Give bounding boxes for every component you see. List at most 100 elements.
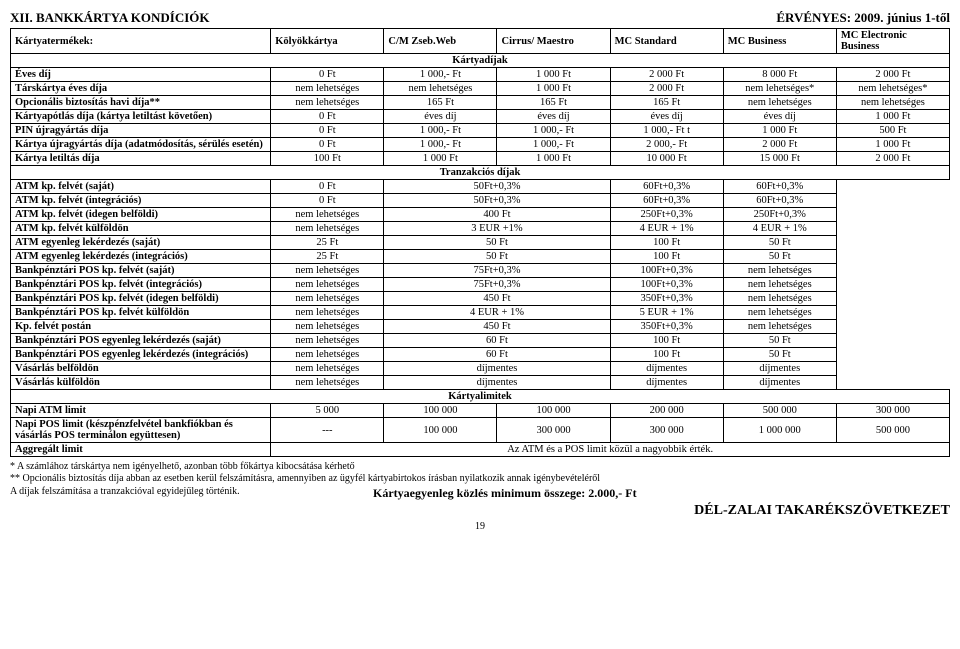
table-row: Társkártya éves díjanem lehetségesnem le… [11, 82, 950, 96]
row-value: 60Ft+0,3% [723, 180, 836, 194]
row-value: 50 Ft [384, 236, 610, 250]
row-value: 350Ft+0,3% [610, 292, 723, 306]
row-value: 1 000,- Ft [384, 68, 497, 82]
table-row: Bankpénztári POS kp. felvét (saját)nem l… [11, 264, 950, 278]
row-value: 4 EUR + 1% [610, 222, 723, 236]
row-value: 300 000 [836, 404, 949, 418]
row-label: Kártya újragyártás díja (adatmódosítás, … [11, 138, 271, 152]
row-value: 60Ft+0,3% [610, 180, 723, 194]
section-title: Kártyadíjak [11, 54, 950, 68]
table-row: PIN újragyártás díja0 Ft1 000,- Ft1 000,… [11, 124, 950, 138]
row-value: 0 Ft [271, 124, 384, 138]
table-row: ATM kp. felvét külföldönnem lehetséges3 … [11, 222, 950, 236]
row-label: Bankpénztári POS egyenleg lekérdezés (sa… [11, 334, 271, 348]
row-value: 100 Ft [610, 236, 723, 250]
row-value: díjmentes [610, 362, 723, 376]
row-value: 250Ft+0,3% [610, 208, 723, 222]
table-row: Bankpénztári POS egyenleg lekérdezés (in… [11, 348, 950, 362]
row-value: 300 000 [610, 418, 723, 443]
row-value: 350Ft+0,3% [610, 320, 723, 334]
row-value: 1 000,- Ft t [610, 124, 723, 138]
col-header: Kártyatermékek: [11, 29, 271, 54]
row-label: Bankpénztári POS kp. felvét külföldön [11, 306, 271, 320]
row-value: 2 000 Ft [836, 152, 949, 166]
row-value: 165 Ft [610, 96, 723, 110]
row-value: 50 Ft [723, 250, 836, 264]
row-value: 5 EUR + 1% [610, 306, 723, 320]
table-row: ATM egyenleg lekérdezés (integrációs)25 … [11, 250, 950, 264]
table-row: ATM egyenleg lekérdezés (saját)25 Ft50 F… [11, 236, 950, 250]
row-value: nem lehetséges [271, 96, 384, 110]
table-row: Vásárlás belföldönnem lehetségesdíjmente… [11, 362, 950, 376]
row-value: 450 Ft [384, 320, 610, 334]
row-label: Bankpénztári POS kp. felvét (integrációs… [11, 278, 271, 292]
row-value: nem lehetséges [836, 96, 949, 110]
row-value: nem lehetséges [723, 292, 836, 306]
row-value: 100 000 [384, 404, 497, 418]
row-value: nem lehetséges [271, 376, 384, 390]
col-header: MC Standard [610, 29, 723, 54]
row-label: Napi ATM limit [11, 404, 271, 418]
row-label: Kp. felvét postán [11, 320, 271, 334]
row-value: 50 Ft [723, 236, 836, 250]
row-label: Kártyapótlás díja (kártya letiltást köve… [11, 110, 271, 124]
row-value: nem lehetséges [723, 264, 836, 278]
row-label: Kártya letiltás díja [11, 152, 271, 166]
table-row: Bankpénztári POS egyenleg lekérdezés (sa… [11, 334, 950, 348]
table-row: Vásárlás külföldönnem lehetségesdíjmente… [11, 376, 950, 390]
row-value: nem lehetséges [271, 348, 384, 362]
row-value: 4 EUR + 1% [723, 222, 836, 236]
row-value: 200 000 [610, 404, 723, 418]
row-value: 75Ft+0,3% [384, 264, 610, 278]
row-value: 250Ft+0,3% [723, 208, 836, 222]
row-label: ATM kp. felvét (integrációs) [11, 194, 271, 208]
section-row: Tranzakciós díjak [11, 166, 950, 180]
table-row: Napi POS limit (készpénzfelvétel bankfió… [11, 418, 950, 443]
page-header: XII. BANKKÁRTYA KONDÍCIÓK ÉRVÉNYES: 2009… [10, 10, 950, 26]
section-row: Kártyadíjak [11, 54, 950, 68]
section-title: Kártyalimitek [11, 390, 950, 404]
row-value: 100Ft+0,3% [610, 278, 723, 292]
row-label: Éves díj [11, 68, 271, 82]
row-value: 1 000,- Ft [384, 138, 497, 152]
table-row: Bankpénztári POS kp. felvét külföldönnem… [11, 306, 950, 320]
row-value: 75Ft+0,3% [384, 278, 610, 292]
col-header: MC Business [723, 29, 836, 54]
row-value: nem lehetséges [384, 82, 497, 96]
table-row: Kártyapótlás díja (kártya letiltást köve… [11, 110, 950, 124]
row-value: nem lehetséges [723, 320, 836, 334]
row-value: nem lehetséges [271, 222, 384, 236]
row-value: 50 Ft [384, 250, 610, 264]
bottom-center-note: Kártyaegyenleg közlés minimum összege: 2… [240, 486, 770, 501]
row-value: nem lehetséges [271, 320, 384, 334]
conditions-table: Kártyatermékek: Kölyökkártya C/M Zseb.We… [10, 28, 950, 457]
col-header: Cirrus/ Maestro [497, 29, 610, 54]
table-row: Bankpénztári POS kp. felvét (idegen belf… [11, 292, 950, 306]
footnote: * A számlához társkártya nem igényelhető… [10, 461, 950, 472]
bottom-row: A díjak felszámítása a tranzakcióval egy… [10, 486, 950, 501]
row-value: --- [271, 418, 384, 443]
table-row: ATM kp. felvét (integrációs)0 Ft50Ft+0,3… [11, 194, 950, 208]
row-value: nem lehetséges [271, 306, 384, 320]
section-title: Tranzakciós díjak [11, 166, 950, 180]
footnote: ** Opcionális biztosítás díja abban az e… [10, 473, 950, 484]
col-header: C/M Zseb.Web [384, 29, 497, 54]
row-label: Opcionális biztosítás havi díja** [11, 96, 271, 110]
page-number: 19 [10, 521, 950, 532]
row-value: éves díj [723, 110, 836, 124]
row-value: díjmentes [610, 376, 723, 390]
section-row: Kártyalimitek [11, 390, 950, 404]
row-value: 500 Ft [836, 124, 949, 138]
row-value: 60 Ft [384, 348, 610, 362]
row-value: 100Ft+0,3% [610, 264, 723, 278]
row-value: 15 000 Ft [723, 152, 836, 166]
row-value: 100 Ft [271, 152, 384, 166]
row-label: Napi POS limit (készpénzfelvétel bankfió… [11, 418, 271, 443]
row-label: PIN újragyártás díja [11, 124, 271, 138]
row-label: Bankpénztári POS egyenleg lekérdezés (in… [11, 348, 271, 362]
header-left: XII. BANKKÁRTYA KONDÍCIÓK [10, 10, 210, 26]
row-value: 100 Ft [610, 334, 723, 348]
row-value: 60 Ft [384, 334, 610, 348]
row-value: nem lehetséges [271, 264, 384, 278]
row-value: nem lehetséges* [836, 82, 949, 96]
